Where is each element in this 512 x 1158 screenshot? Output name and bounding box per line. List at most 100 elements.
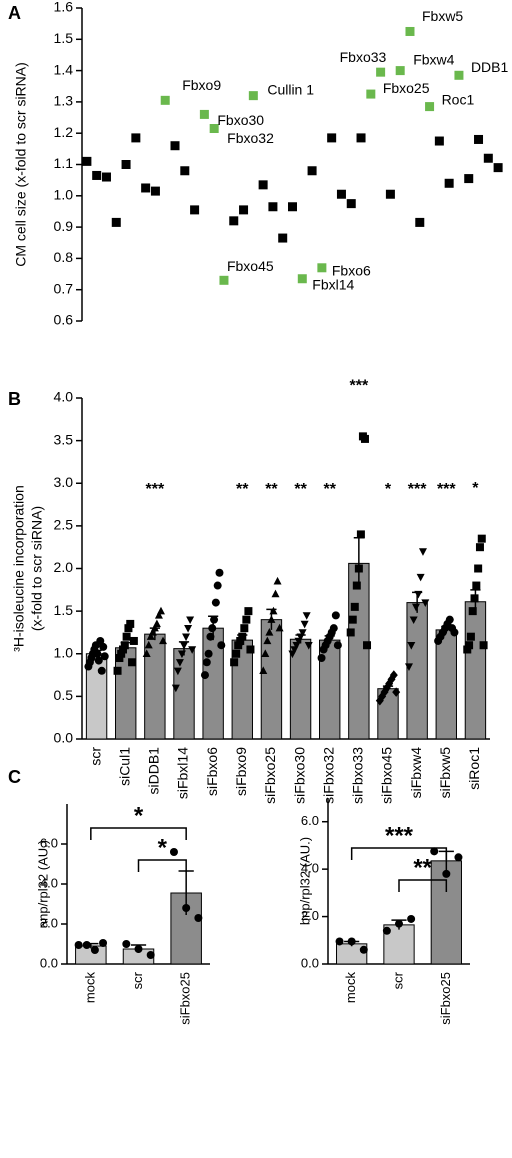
data-point [239, 205, 249, 215]
y-tick-label: 1.2 [54, 124, 74, 140]
significance: ** [265, 481, 278, 498]
bar [173, 648, 195, 740]
data-point [483, 153, 493, 163]
bar [430, 860, 462, 965]
data-point [463, 645, 472, 654]
bar [406, 602, 428, 740]
data-point [200, 671, 209, 680]
data-point [268, 202, 278, 212]
data-point [92, 170, 102, 180]
data-point [82, 156, 92, 166]
data-point [269, 606, 278, 615]
data-point [404, 663, 413, 671]
data-point [416, 573, 425, 582]
data-point [208, 624, 217, 633]
data-point [182, 633, 191, 642]
data-point [356, 133, 366, 143]
y-tick-label: 0.0 [40, 955, 58, 970]
data-point [182, 904, 191, 912]
bar [144, 633, 166, 740]
x-tick-label: scr [390, 971, 405, 989]
y-tick-label: 0.0 [54, 730, 74, 746]
significance: *** [408, 481, 427, 498]
data-point [407, 642, 416, 650]
y-tick-label: 0.8 [54, 249, 74, 265]
y-tick-label: 0.6 [54, 312, 74, 328]
data-point [356, 530, 365, 539]
data-point [99, 939, 108, 947]
data-point [240, 624, 249, 633]
comparison-bracket [350, 847, 448, 860]
y-tick-label: 4.0 [40, 875, 58, 890]
data-point [219, 275, 229, 285]
y-tick-label: 1.0 [54, 187, 74, 203]
data-point [129, 636, 138, 645]
data-point [82, 941, 91, 949]
significance: *** [385, 822, 414, 849]
data-point [378, 691, 387, 702]
data-point [454, 70, 464, 80]
data-point [121, 160, 131, 169]
data-point [126, 619, 135, 628]
data-point [442, 869, 451, 878]
y-axis-label: (x-fold to scr siRNA) [29, 506, 45, 631]
y-axis-label: ³H-isoleucine incorporation [11, 485, 27, 652]
y-tick-label: 3.5 [54, 431, 74, 447]
x-tick-label: siFbxo33 [350, 747, 366, 804]
data-point [144, 640, 153, 649]
y-tick-label: 4.0 [54, 389, 74, 405]
data-point [421, 599, 430, 607]
data-point [229, 216, 239, 226]
y-tick-label: 1.5 [54, 602, 74, 618]
data-point [307, 166, 317, 176]
point-label: Roc1 [442, 91, 475, 107]
data-point [97, 666, 106, 675]
point-label: Fbxl14 [312, 276, 354, 292]
point-label: Fbxw5 [422, 8, 463, 24]
y-tick-label: 0.7 [54, 280, 74, 296]
data-point [430, 847, 439, 856]
y-tick-label: 2.0 [54, 559, 74, 575]
data-point [93, 649, 102, 658]
comparison-bracket [90, 827, 187, 840]
y-tick-label: 6.0 [301, 813, 319, 828]
data-point [350, 602, 359, 611]
data-point [261, 649, 270, 657]
data-point [180, 166, 190, 176]
data-point [244, 607, 253, 616]
data-point [479, 641, 488, 650]
x-tick-label: mock [82, 972, 97, 1004]
data-point [474, 564, 483, 573]
data-point [113, 666, 122, 675]
data-point [354, 564, 363, 573]
y-tick-label: 4.0 [301, 861, 319, 876]
data-point [122, 940, 131, 948]
data-point [199, 109, 209, 119]
bar [260, 619, 283, 740]
point-label: Fbxo30 [217, 112, 264, 128]
bar [348, 562, 370, 740]
data-point [475, 543, 484, 552]
data-point [434, 136, 444, 146]
y-tick-label: 1.5 [54, 30, 74, 46]
data-point [210, 615, 219, 624]
point-label: Fbxo9 [182, 77, 221, 93]
data-point [204, 649, 213, 658]
data-point [117, 649, 126, 658]
x-tick-label: siRoc1 [466, 747, 482, 790]
data-point [111, 217, 121, 227]
point-label: Fbxo33 [340, 49, 387, 65]
data-point [170, 141, 180, 151]
significance: *** [146, 481, 165, 498]
data-point [246, 645, 255, 654]
bar [75, 945, 107, 965]
data-point [74, 941, 83, 949]
data-point [177, 650, 186, 659]
data-point [445, 615, 454, 624]
data-point [360, 434, 369, 443]
data-point [297, 274, 307, 284]
y-tick-label: 1.3 [54, 93, 74, 109]
data-point [206, 632, 215, 641]
data-point [389, 670, 398, 680]
data-point [271, 589, 280, 598]
